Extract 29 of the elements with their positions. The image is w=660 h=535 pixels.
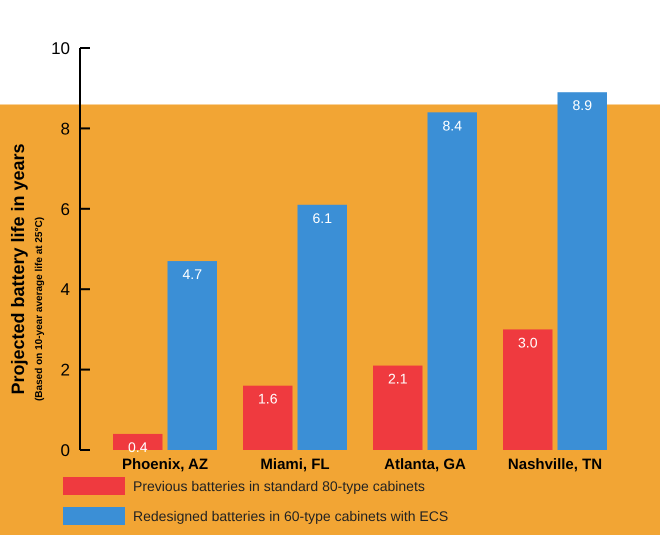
legend-label: Previous batteries in standard 80-type cabinets — [133, 478, 425, 494]
text: (Based on 10-year average life at 25°C) — [34, 216, 45, 402]
data-label: 2.1 — [388, 370, 408, 387]
data-label: 3.0 — [518, 334, 538, 350]
data-label: 8.4 — [442, 117, 462, 134]
y-tick-label: 2 — [60, 360, 70, 380]
bar — [298, 204, 347, 450]
x-tick-label: Nashville, TN — [508, 456, 602, 473]
bar — [428, 112, 477, 450]
data-label: 8.9 — [572, 97, 592, 114]
y-axis-title: Projected battery life in years — [8, 143, 28, 395]
bar — [503, 329, 552, 450]
bar — [373, 366, 422, 450]
y-tick-label: 0 — [60, 441, 70, 460]
x-tick-label: Phoenix, AZ — [122, 456, 208, 473]
y-tick-label: 4 — [60, 280, 70, 300]
bar — [168, 261, 217, 450]
y-tick-label: 8 — [60, 119, 70, 138]
data-label: 0.4 — [128, 438, 148, 455]
data-label: 1.6 — [258, 390, 278, 407]
x-tick-label: Miami, FL — [260, 456, 330, 473]
data-label: 4.7 — [182, 266, 202, 282]
data-label: 6.1 — [312, 210, 332, 226]
x-tick-label: Atlanta, GA — [384, 456, 466, 473]
y-tick-label: 6 — [60, 200, 70, 219]
legend-label: Redesigned batteries in 60-type cabinets with ECS — [133, 508, 448, 524]
bar — [243, 386, 292, 450]
bar — [558, 92, 607, 450]
y-tick-label: 10 — [51, 39, 70, 58]
